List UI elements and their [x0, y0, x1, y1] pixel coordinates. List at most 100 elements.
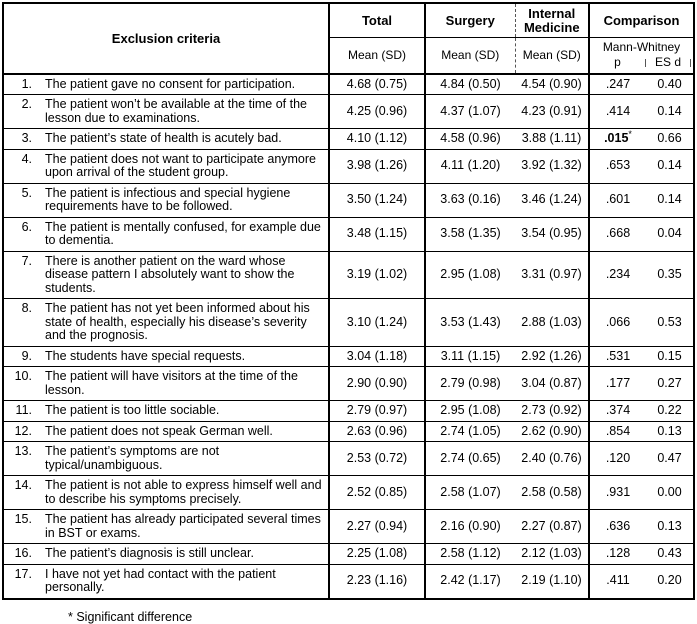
surgery-mean-sd: 4.58 (0.96) [424, 128, 515, 149]
p-value: .234 [588, 250, 646, 299]
row-number: 8. [21, 301, 32, 315]
total-mean-sd: 3.98 (1.26) [328, 148, 425, 183]
es-d-value: 0.53 [646, 298, 694, 346]
total-mean-sd: 3.10 (1.24) [328, 298, 425, 346]
table-row: 15. The patient has already participated… [3, 509, 694, 544]
es-d-value: 0.13 [646, 420, 694, 442]
es-d-value: 0.40 [646, 73, 694, 95]
es-d-value: 0.15 [646, 345, 694, 367]
criterion-text: The patient has already participated sev… [45, 512, 321, 540]
row-number: 16. [14, 546, 32, 560]
p-value: .411 [588, 563, 646, 599]
p-value: .374 [588, 400, 646, 421]
criterion-text: The patient won’t be available at the ti… [45, 97, 307, 125]
surgery-mean-sd-subheader: Mean (SD) [424, 37, 515, 75]
internal-medicine-column-header: Internal Medicine [514, 3, 589, 38]
surgery-mean-sd: 2.79 (0.98) [424, 366, 515, 401]
criterion-cell: 11. The patient is too little sociable. [3, 400, 329, 421]
p-subcolumn-label: p [614, 55, 621, 70]
table-row: 6. The patient is mentally confused, for… [3, 216, 694, 251]
criterion-text: The patient gave no consent for particip… [45, 76, 296, 91]
surgery-mean-sd: 2.42 (1.17) [424, 563, 515, 599]
dotted-separator-icon [690, 59, 691, 67]
table-row: 5. The patient is infectious and special… [3, 182, 694, 217]
table-row: 16. The patient’s diagnosis is still unc… [3, 543, 694, 564]
criterion-cell: 9. The students have special requests. [3, 345, 329, 367]
surgery-mean-sd: 2.95 (1.08) [424, 400, 515, 421]
total-mean-sd: 2.25 (1.08) [328, 543, 425, 564]
exclusion-criteria-table: Exclusion criteria Total Surgery Interna… [2, 2, 695, 600]
table-row: 3. The patient’s state of health is acut… [3, 128, 694, 149]
es-d-value: 0.14 [646, 148, 694, 183]
es-d-value: 0.00 [646, 475, 694, 510]
internal-mean-sd: 3.54 (0.95) [515, 216, 589, 251]
criterion-cell: 12. The patient does not speak German we… [3, 420, 329, 442]
p-value: .653 [588, 148, 646, 183]
table-row: 11. The patient is too little sociable. … [3, 400, 694, 421]
es-d-value: 0.22 [646, 400, 694, 421]
p-value: .601 [588, 182, 646, 217]
table-row: 13. The patient’s symptoms are not typic… [3, 441, 694, 476]
table-row: 2. The patient won’t be available at the… [3, 94, 694, 129]
dotted-separator-icon [645, 59, 646, 67]
criterion-text: The students have special requests. [45, 348, 246, 363]
criterion-cell: 17. I have not yet had contact with the … [3, 563, 329, 599]
criterion-text: The patient is too little sociable. [45, 403, 220, 417]
internal-mean-sd: 3.31 (0.97) [515, 250, 589, 299]
p-value: .636 [588, 509, 646, 544]
row-number: 14. [14, 478, 32, 492]
row-number: 13. [14, 444, 32, 458]
criterion-cell: 6. The patient is mentally confused, for… [3, 216, 329, 251]
internal-mean-sd: 2.58 (0.58) [515, 475, 589, 510]
row-number: 10. [14, 369, 32, 383]
surgery-mean-sd: 2.16 (0.90) [424, 509, 515, 544]
es-d-value: 0.43 [646, 543, 694, 564]
criterion-cell: 5. The patient is infectious and special… [3, 182, 329, 217]
p-value: .066 [588, 298, 646, 346]
criterion-cell: 1. The patient gave no consent for parti… [3, 73, 329, 95]
criterion-text: The patient is mentally confused, for ex… [45, 219, 321, 247]
p-value: .931 [588, 475, 646, 510]
criterion-text: The patient’s symptoms are not typical/u… [45, 444, 220, 472]
internal-mean-sd: 3.92 (1.32) [515, 148, 589, 183]
criterion-cell: 4. The patient does not want to particip… [3, 148, 329, 183]
es-d-subcolumn-label: ES d [654, 55, 681, 70]
p-value: .128 [588, 543, 646, 564]
row-number: 7. [21, 253, 32, 268]
table-row: 9. The students have special requests. 3… [3, 345, 694, 367]
row-number: 1. [21, 76, 32, 91]
table-row: 7. There is another patient on the ward … [3, 250, 694, 299]
criterion-text: The patient will have visitors at the ti… [45, 369, 298, 397]
mann-whitney-label: Mann-Whitney [602, 39, 681, 54]
table-row: 10. The patient will have visitors at th… [3, 366, 694, 401]
criterion-text: The patient’s state of health is acutely… [45, 131, 282, 145]
internal-mean-sd: 3.88 (1.11) [515, 128, 589, 149]
criterion-cell: 13. The patient’s symptoms are not typic… [3, 441, 329, 476]
row-number: 12. [14, 423, 32, 438]
surgery-mean-sd: 3.63 (0.16) [424, 182, 515, 217]
surgery-mean-sd: 3.11 (1.15) [424, 345, 515, 367]
p-value: .247 [588, 73, 646, 95]
internal-mean-sd: 2.19 (1.10) [515, 563, 589, 599]
criteria-column-header: Exclusion criteria [3, 3, 329, 75]
row-number: 11. [15, 403, 32, 417]
row-number: 4. [21, 151, 32, 166]
surgery-mean-sd: 2.58 (1.12) [424, 543, 515, 564]
p-value: .668 [588, 216, 646, 251]
criterion-cell: 14. The patient is not able to express h… [3, 475, 329, 510]
table-row: 8. The patient has not yet been informed… [3, 298, 694, 346]
es-d-value: 0.66 [646, 128, 694, 149]
total-mean-sd: 2.90 (0.90) [328, 366, 425, 401]
surgery-mean-sd: 4.84 (0.50) [424, 73, 515, 95]
table-row: 17. I have not yet had contact with the … [3, 563, 694, 599]
criterion-text: The patient does not speak German well. [45, 423, 273, 438]
total-mean-sd: 3.50 (1.24) [328, 182, 425, 217]
es-d-value: 0.14 [646, 94, 694, 129]
row-number: 17. [14, 566, 32, 581]
comparison-subcolumns: p ES d [590, 56, 693, 70]
internal-mean-sd: 4.54 (0.90) [515, 73, 589, 95]
internal-mean-sd: 3.46 (1.24) [515, 182, 589, 217]
surgery-mean-sd: 4.37 (1.07) [424, 94, 515, 129]
total-mean-sd: 2.52 (0.85) [328, 475, 425, 510]
